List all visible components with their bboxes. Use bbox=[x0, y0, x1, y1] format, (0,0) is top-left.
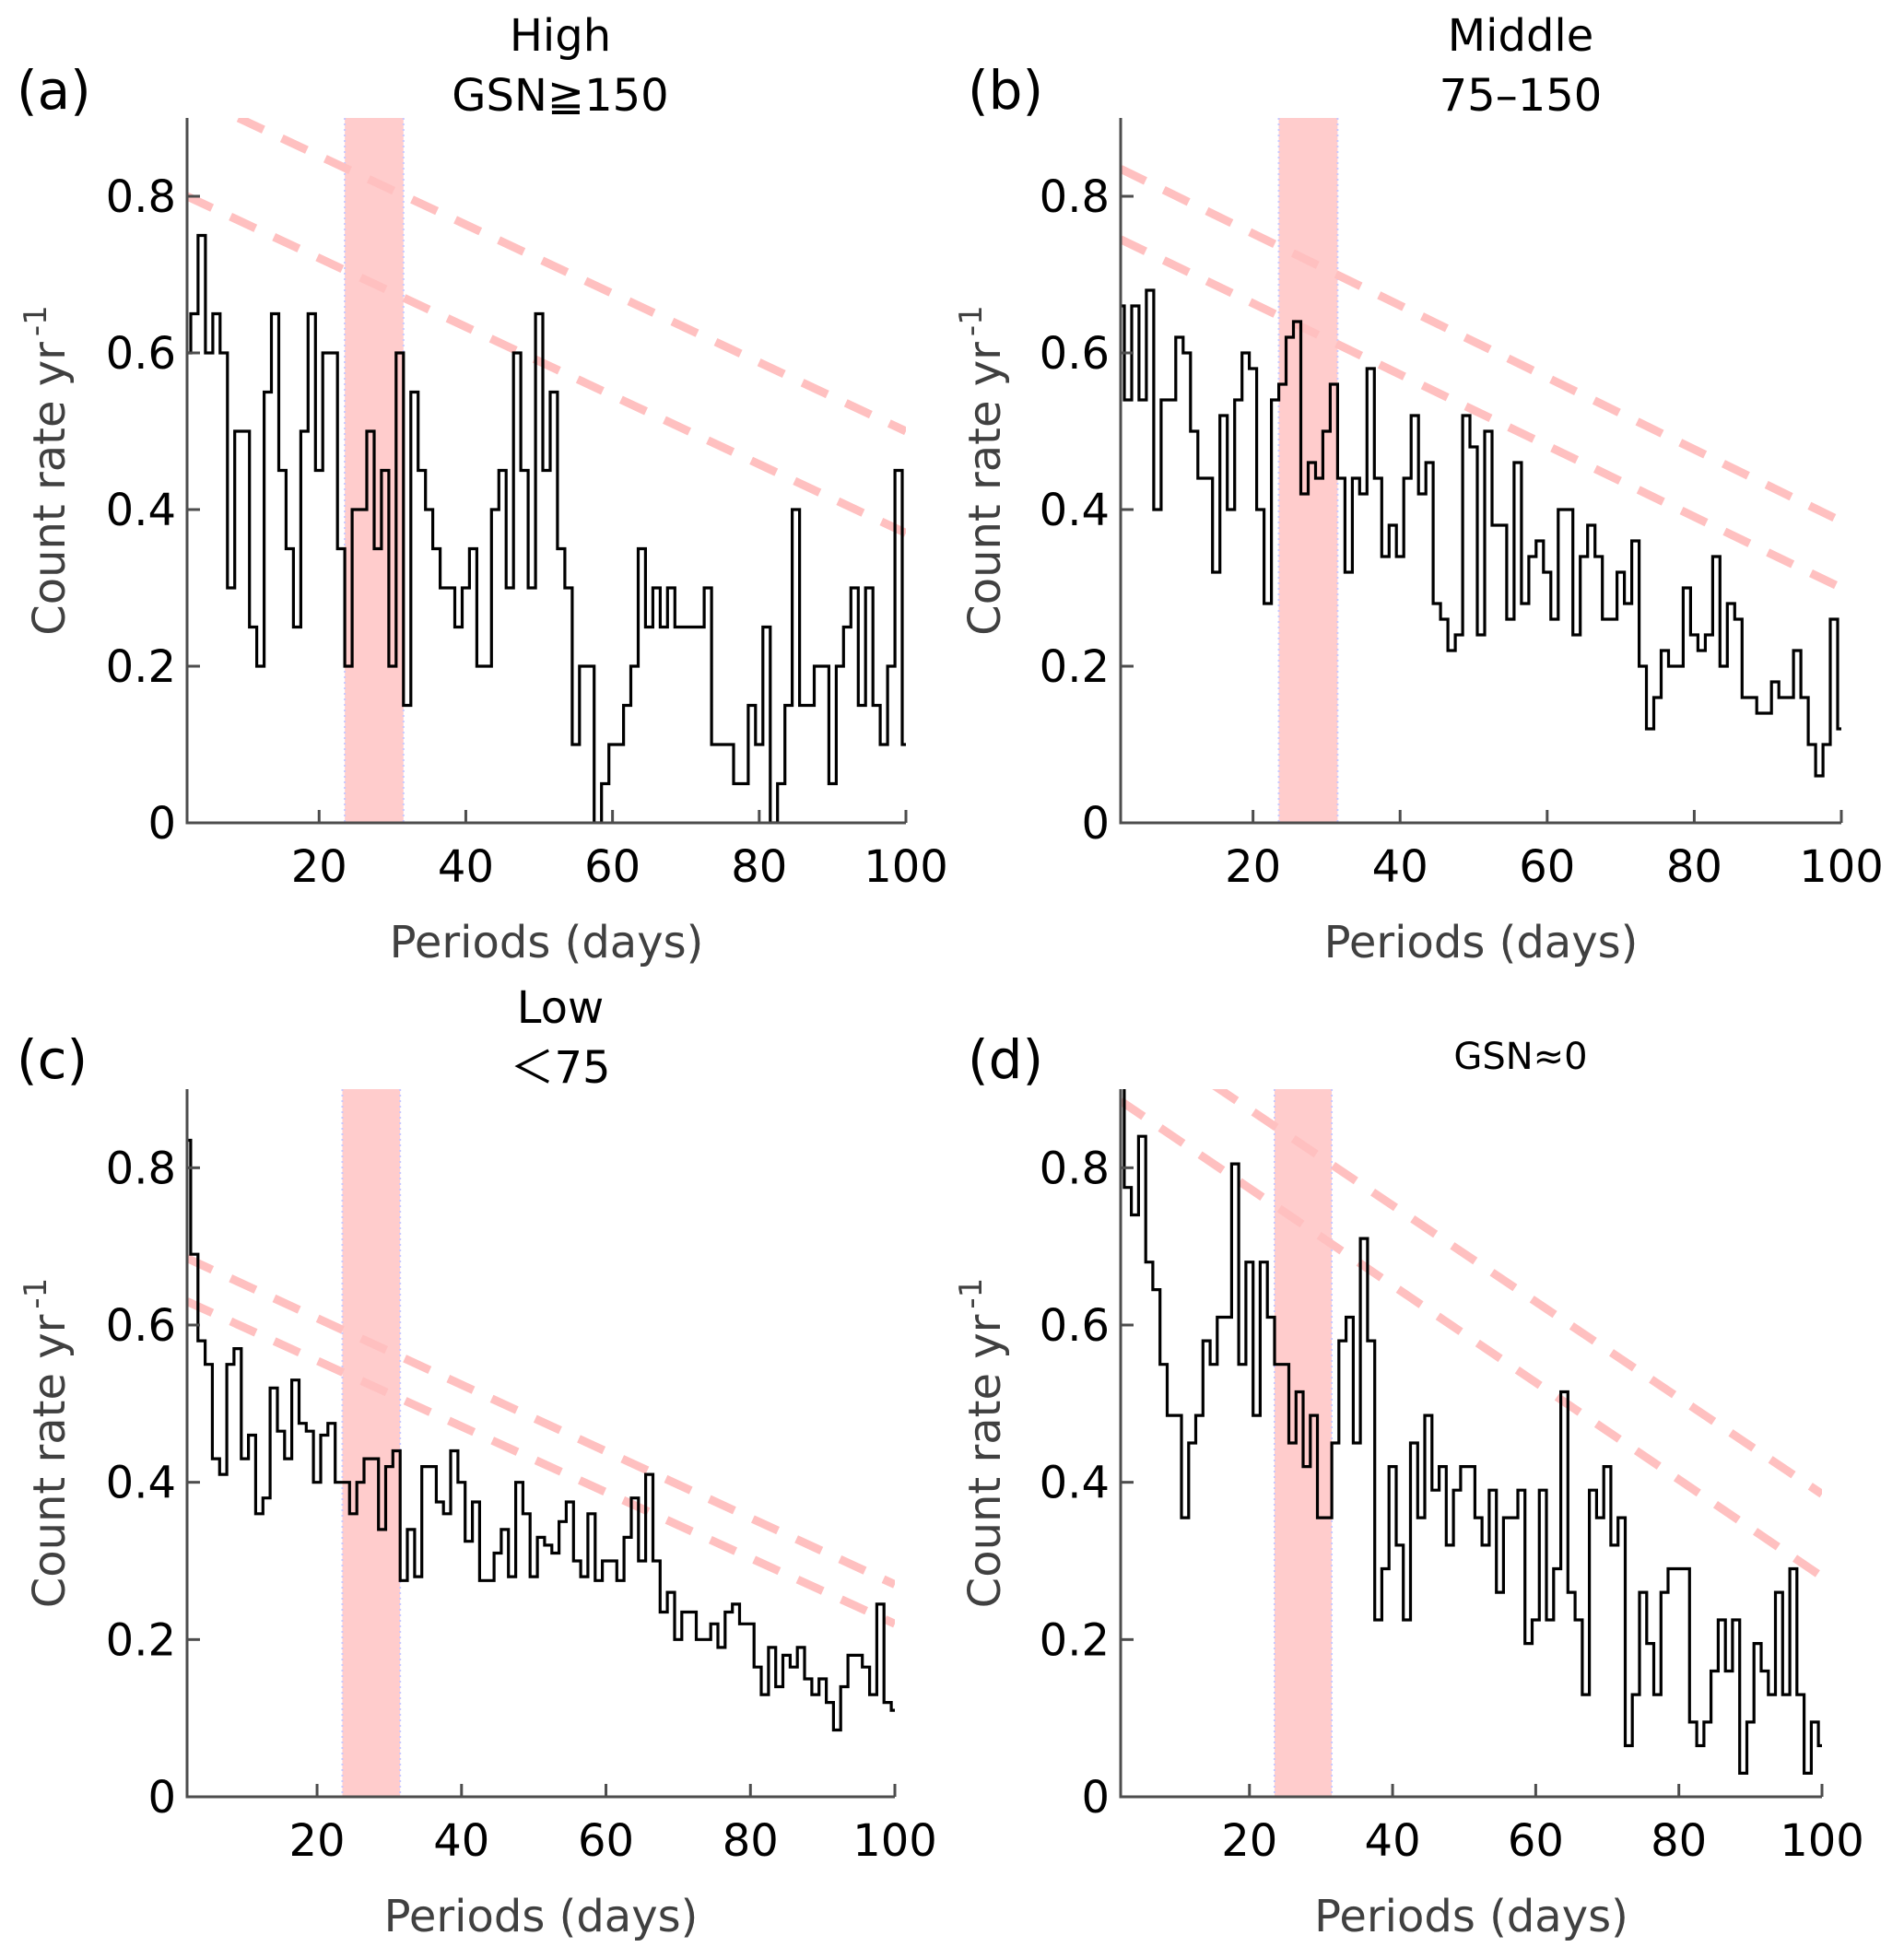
x-axis-label: Periods (days) bbox=[1324, 917, 1639, 968]
y-tick-label: 0.6 bbox=[106, 328, 176, 380]
panel-title-line-1: Middle bbox=[1448, 10, 1594, 62]
step-series bbox=[187, 1138, 895, 1732]
x-tick-label: 100 bbox=[1780, 1815, 1864, 1867]
y-tick-label: 0 bbox=[1081, 1772, 1110, 1824]
x-tick-label: 80 bbox=[1651, 1815, 1707, 1867]
panel-label: (c) bbox=[17, 1028, 88, 1091]
panel-title-line-2: ＜75 bbox=[510, 1042, 610, 1094]
x-tick-label: 80 bbox=[723, 1815, 779, 1867]
dashed-reference-line-2 bbox=[1121, 1097, 1822, 1580]
y-tick-label: 0.2 bbox=[106, 1614, 176, 1666]
x-tick-label: 100 bbox=[1799, 841, 1884, 893]
panel-title-line-2: GSN≧150 bbox=[452, 70, 668, 122]
y-axis-label-text: Count rate yr bbox=[959, 342, 1011, 636]
y-tick-label: 0.6 bbox=[1040, 328, 1110, 380]
x-tick-label: 100 bbox=[852, 1815, 937, 1867]
dashed-reference-line-2 bbox=[187, 1297, 895, 1628]
panel-c: 20 40 60 80 100 0 0.2 0.4 0.6 0.8 Periods (days) Co… bbox=[17, 982, 937, 1942]
x-tick-label: 40 bbox=[1372, 841, 1428, 893]
panel-title-line-1: GSN≈0 bbox=[1453, 1036, 1587, 1078]
y-axis-label-superscript: -1 bbox=[18, 305, 54, 336]
dashed-reference-line-2 bbox=[187, 192, 906, 537]
panel-label: (b) bbox=[968, 59, 1043, 122]
y-axis-label-superscript: -1 bbox=[953, 305, 990, 336]
dashed-reference-line-2 bbox=[1121, 235, 1841, 592]
step-series bbox=[187, 233, 906, 823]
panel-title-line-2: 75–150 bbox=[1440, 70, 1603, 122]
y-tick-label: 0.8 bbox=[106, 1143, 176, 1194]
panel-label: (a) bbox=[17, 59, 91, 122]
dashed-reference-line-1 bbox=[236, 118, 906, 436]
y-axis-label: Count rate yr -1 bbox=[18, 1278, 76, 1609]
y-tick-label: 0.2 bbox=[106, 641, 176, 693]
x-tick-label: 40 bbox=[433, 1815, 489, 1867]
x-tick-label: 20 bbox=[291, 841, 347, 893]
dashed-reference-line-1 bbox=[1121, 165, 1841, 525]
highlight-band bbox=[342, 1089, 401, 1797]
y-tick-label: 0.6 bbox=[106, 1300, 176, 1352]
x-axis-label: Periods (days) bbox=[1314, 1891, 1628, 1942]
x-tick-label: 100 bbox=[864, 841, 948, 893]
y-tick-label: 0.2 bbox=[1040, 1614, 1110, 1666]
panel-a: 20 40 60 80 100 0 0.2 0.4 0.6 0.8 Periods (days) Co… bbox=[17, 10, 948, 968]
y-axis-label: Count rate yr -1 bbox=[18, 305, 76, 636]
x-tick-label: 60 bbox=[1508, 1815, 1564, 1867]
y-tick-label: 0 bbox=[1081, 798, 1110, 850]
y-axis-label-superscript: -1 bbox=[953, 1278, 990, 1309]
x-tick-label: 20 bbox=[1221, 1815, 1277, 1867]
y-tick-label: 0.8 bbox=[1040, 1143, 1110, 1194]
panel-title-line-1: High bbox=[510, 10, 611, 62]
panel-b: 20 40 60 80 100 0 0.2 0.4 0.6 0.8 Periods (days) Co… bbox=[953, 10, 1884, 968]
y-tick-label: 0.4 bbox=[1040, 485, 1110, 536]
y-tick-label: 0.4 bbox=[1040, 1458, 1110, 1509]
y-axis-label-text: Count rate yr bbox=[24, 342, 76, 636]
x-tick-label: 80 bbox=[1666, 841, 1722, 893]
y-tick-label: 0 bbox=[147, 798, 176, 850]
y-tick-label: 0.8 bbox=[106, 171, 176, 223]
y-tick-label: 0.8 bbox=[1040, 171, 1110, 223]
y-tick-label: 0.2 bbox=[1040, 641, 1110, 693]
y-axis-label-text: Count rate yr bbox=[959, 1314, 1011, 1608]
x-axis-label: Periods (days) bbox=[390, 917, 704, 968]
x-tick-label: 40 bbox=[1365, 1815, 1421, 1867]
panel-label: (d) bbox=[968, 1028, 1043, 1091]
y-axis-label-superscript: -1 bbox=[18, 1278, 54, 1309]
x-tick-label: 60 bbox=[1519, 841, 1575, 893]
x-axis-label: Periods (days) bbox=[384, 1891, 699, 1942]
y-tick-label: 0.4 bbox=[106, 1458, 176, 1509]
x-tick-label: 80 bbox=[731, 841, 787, 893]
panel-d: 20 40 60 80 100 0 0.2 0.4 0.6 0.8 Periods (days) Co… bbox=[953, 1028, 1864, 1942]
y-tick-label: 0 bbox=[147, 1772, 176, 1824]
y-axis-label: Count rate yr -1 bbox=[953, 1278, 1011, 1609]
panel-title-line-1: Low bbox=[517, 982, 605, 1034]
dashed-reference-line-1 bbox=[1212, 1089, 1822, 1498]
y-tick-label: 0.6 bbox=[1040, 1300, 1110, 1352]
y-axis-label: Count rate yr -1 bbox=[953, 305, 1011, 636]
step-series bbox=[1121, 288, 1841, 778]
x-tick-label: 40 bbox=[438, 841, 494, 893]
x-tick-label: 20 bbox=[1225, 841, 1281, 893]
dashed-reference-line-1 bbox=[187, 1254, 895, 1589]
step-series bbox=[1122, 1089, 1822, 1775]
x-tick-label: 60 bbox=[584, 841, 641, 893]
y-tick-label: 0.4 bbox=[106, 485, 176, 536]
y-axis-label-text: Count rate yr bbox=[24, 1314, 76, 1608]
x-tick-label: 20 bbox=[289, 1815, 346, 1867]
x-tick-label: 60 bbox=[578, 1815, 634, 1867]
